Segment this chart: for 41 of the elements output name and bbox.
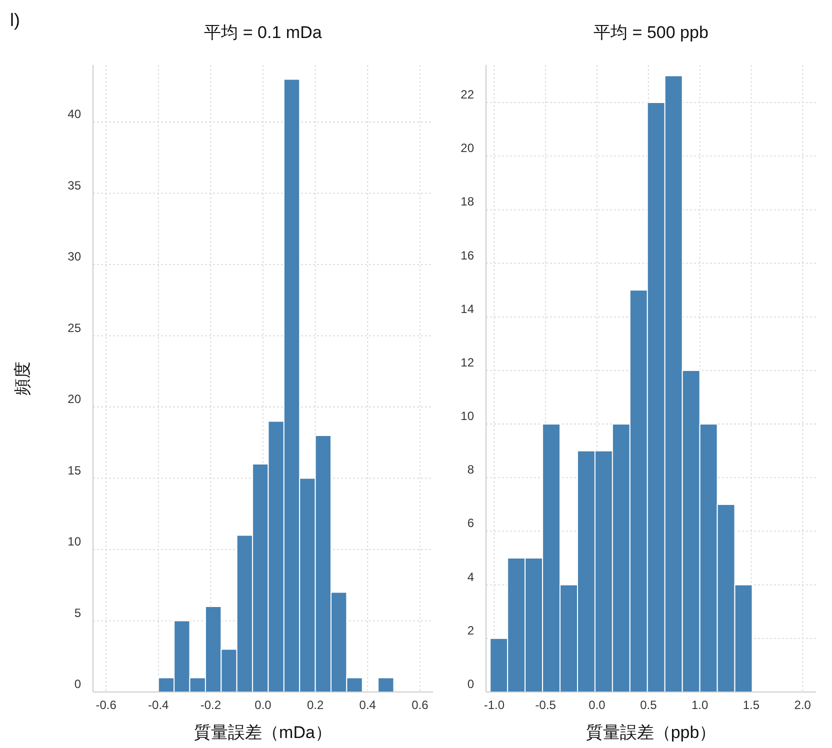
y-tick-label: 5	[74, 606, 82, 620]
y-tick-label: 12	[460, 355, 474, 370]
chart-title: 平均 = 0.1 mDa	[204, 23, 322, 42]
y-tick-label: 25	[68, 320, 82, 335]
x-tick-label: 0.0	[254, 698, 272, 712]
y-tick-label: 35	[68, 178, 82, 192]
x-tick-label: 0.6	[412, 698, 429, 712]
text: l)	[10, 10, 20, 30]
y-tick-label: 18	[460, 194, 474, 209]
y-tick-label: 6	[467, 516, 474, 530]
x-tick-label: 0.4	[359, 698, 376, 712]
x-tick-label: -0.5	[535, 698, 556, 712]
x-tick-label: 1.0	[691, 698, 708, 712]
x-tick-label: -0.6	[96, 698, 117, 712]
y-tick-label: 20	[68, 392, 82, 406]
x-tick-label: -0.4	[148, 698, 170, 712]
y-tick-label: 14	[460, 302, 474, 316]
x-tick-label: -1.0	[484, 698, 505, 712]
y-tick-label: 15	[68, 463, 82, 478]
y-tick-label: 20	[460, 141, 474, 156]
y-tick-label: 2	[467, 623, 474, 638]
y-tick-label: 10	[68, 534, 82, 548]
x-tick-label: -0.2	[200, 698, 222, 712]
y-tick-label: 4	[467, 570, 474, 584]
x-axis-title: 質量誤差（ppb）	[586, 723, 716, 742]
y-tick-label: 10	[460, 409, 474, 424]
x-tick-label: 0.2	[306, 698, 324, 712]
chart-title: 平均 = 500 ppb	[594, 23, 708, 42]
y-tick-label: 22	[460, 88, 474, 102]
y-tick-label: 16	[460, 248, 474, 262]
y-tick-label: 0	[467, 677, 474, 691]
y-tick-label: 40	[68, 107, 82, 121]
x-tick-label: 1.5	[742, 698, 760, 712]
x-tick-label: 0.5	[640, 698, 658, 712]
y-tick-label: 0	[74, 677, 82, 691]
x-axis-title: 質量誤差（mDa）	[194, 723, 332, 742]
x-tick-label: 2.0	[794, 698, 812, 712]
x-tick-label: 0.0	[588, 698, 606, 712]
y-tick-label: 30	[68, 250, 82, 264]
y-tick-label: 8	[467, 462, 474, 477]
y-axis-title: 頻度	[13, 362, 32, 396]
